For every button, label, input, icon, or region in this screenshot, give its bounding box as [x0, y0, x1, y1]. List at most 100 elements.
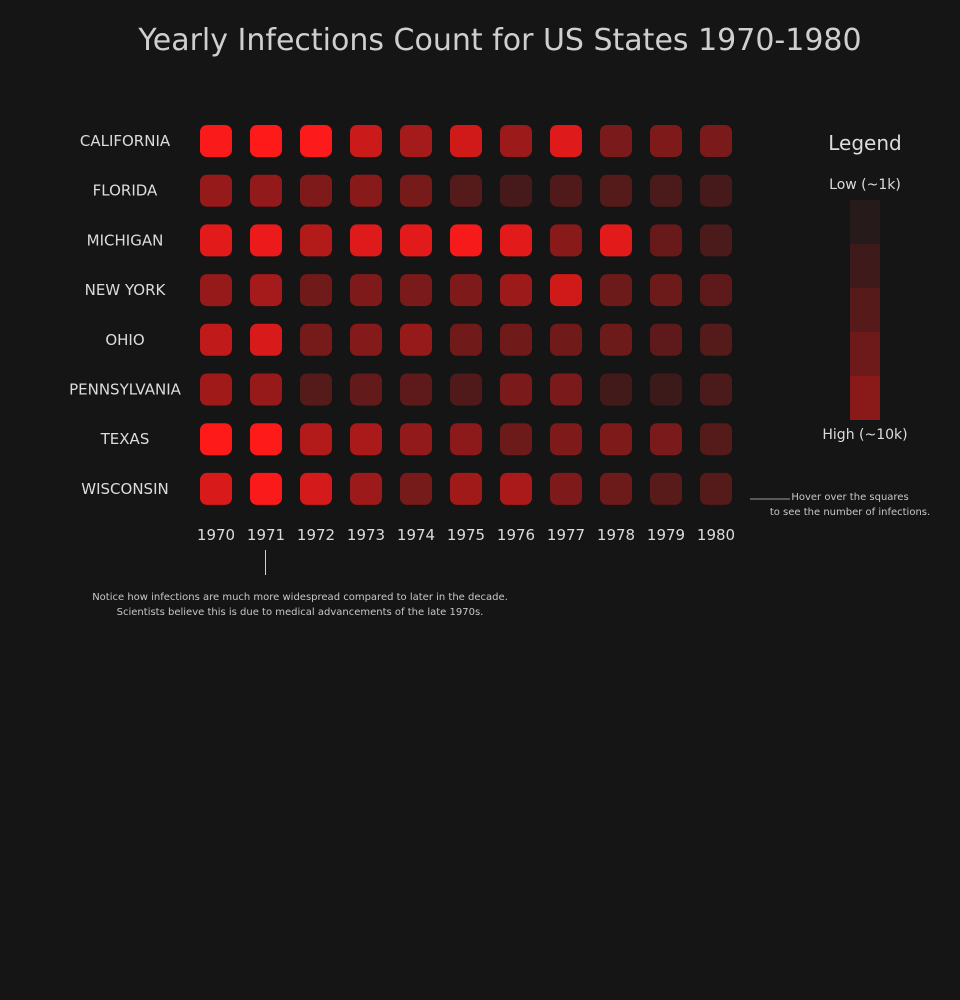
heatmap-cell[interactable]: WISCONSIN 1978: ~4k [600, 472, 632, 505]
heatmap-cell[interactable]: TEXAS 1972: ~7k [300, 423, 332, 456]
heatmap-cell[interactable]: FLORIDA 1970: ~6k [200, 174, 232, 207]
heatmap-cell[interactable]: NEW YORK 1979: ~4k [650, 274, 682, 307]
heatmap-cell[interactable]: MICHIGAN 1971: ~9k [250, 224, 282, 257]
heatmap-cell[interactable]: CALIFORNIA 1976: ~6k [500, 125, 532, 157]
heatmap-cell[interactable]: MICHIGAN 1972: ~7k [300, 224, 332, 257]
heatmap-cell[interactable]: FLORIDA 1971: ~5k [250, 174, 282, 207]
heatmap-cell[interactable]: PENNSYLVANIA 1977: ~4k [550, 373, 582, 406]
legend-low-label: Low (~1k) [829, 177, 901, 193]
heatmap-cell[interactable]: CALIFORNIA 1975: ~8k [450, 125, 482, 157]
legend-color-step [850, 244, 880, 288]
row-label: PENNSYLVANIA [69, 381, 182, 399]
heatmap-cell[interactable]: NEW YORK 1970: ~6k [200, 274, 232, 307]
heatmap-cell[interactable]: MICHIGAN 1976: ~9k [500, 224, 532, 257]
heatmap-cell[interactable]: TEXAS 1977: ~5k [550, 423, 582, 456]
heatmap-cell[interactable]: PENNSYLVANIA 1973: ~3k [350, 373, 382, 406]
heatmap-cell[interactable]: WISCONSIN 1979: ~3k [650, 472, 682, 505]
heatmap-cell[interactable]: MICHIGAN 1970: ~9k [200, 224, 232, 257]
heatmap-cell[interactable]: WISCONSIN 1974: ~4k [400, 472, 432, 505]
heatmap-cell[interactable]: NEW YORK 1975: ~5k [450, 274, 482, 307]
heatmap-cell[interactable]: OHIO 1978: ~4k [600, 323, 632, 356]
heatmap-cell[interactable]: FLORIDA 1980: ~2k [700, 174, 732, 207]
heatmap-cell[interactable]: OHIO 1977: ~4k [550, 323, 582, 356]
heatmap-cell[interactable]: PENNSYLVANIA 1976: ~4k [500, 373, 532, 406]
heatmap-cell[interactable]: OHIO 1980: ~3k [700, 323, 732, 356]
heatmap-cell[interactable]: TEXAS 1973: ~6k [350, 423, 382, 456]
heatmap-cell[interactable]: NEW YORK 1971: ~6k [250, 274, 282, 307]
heatmap-cell[interactable]: WISCONSIN 1970: ~8k [200, 472, 232, 505]
heatmap-cell[interactable]: PENNSYLVANIA 1971: ~6k [250, 373, 282, 406]
heatmap-cell[interactable]: NEW YORK 1974: ~4k [400, 274, 432, 307]
heatmap-cell[interactable]: FLORIDA 1973: ~5k [350, 174, 382, 207]
legend-color-step [850, 288, 880, 332]
column-label: 1976 [497, 526, 535, 544]
heatmap-cell[interactable]: TEXAS 1980: ~3k [700, 423, 732, 456]
heatmap-cell[interactable]: MICHIGAN 1975: ~10k [450, 224, 482, 257]
heatmap-cell[interactable]: WISCONSIN 1972: ~8k [300, 472, 332, 505]
heatmap-cell[interactable]: OHIO 1970: ~7k [200, 323, 232, 356]
heatmap-cell[interactable]: CALIFORNIA 1970: ~10k [200, 125, 232, 157]
heatmap-cell[interactable]: PENNSYLVANIA 1970: ~6k [200, 373, 232, 406]
heatmap-cell[interactable]: FLORIDA 1978: ~3k [600, 174, 632, 207]
heatmap-cell[interactable]: PENNSYLVANIA 1975: ~3k [450, 373, 482, 406]
heatmap-cell[interactable]: WISCONSIN 1980: ~3k [700, 472, 732, 505]
heatmap-cell[interactable]: FLORIDA 1977: ~3k [550, 174, 582, 207]
heatmap-cell[interactable]: CALIFORNIA 1972: ~10k [300, 125, 332, 157]
heatmap-cell[interactable]: PENNSYLVANIA 1974: ~3k [400, 373, 432, 406]
heatmap-cell[interactable]: OHIO 1976: ~4k [500, 323, 532, 356]
heatmap-cell[interactable]: OHIO 1972: ~4k [300, 323, 332, 356]
heatmap-cell[interactable]: CALIFORNIA 1978: ~4k [600, 125, 632, 157]
row-label: TEXAS [100, 430, 150, 448]
heatmap-cell[interactable]: CALIFORNIA 1973: ~8k [350, 125, 382, 157]
heatmap-cell[interactable]: PENNSYLVANIA 1979: ~2k [650, 373, 682, 406]
heatmap-cell[interactable]: CALIFORNIA 1977: ~9k [550, 125, 582, 157]
heatmap-cell[interactable]: PENNSYLVANIA 1980: ~2k [700, 373, 732, 406]
heatmap-cell[interactable]: MICHIGAN 1977: ~5k [550, 224, 582, 257]
heatmap-cell[interactable]: WISCONSIN 1976: ~6k [500, 472, 532, 505]
heatmap-cell[interactable]: FLORIDA 1972: ~5k [300, 174, 332, 207]
heatmap-cell[interactable]: WISCONSIN 1977: ~5k [550, 472, 582, 505]
heatmap-cell[interactable]: OHIO 1971: ~8k [250, 323, 282, 356]
heatmap-cell[interactable]: MICHIGAN 1978: ~9k [600, 224, 632, 257]
heatmap-cell[interactable]: NEW YORK 1977: ~8k [550, 274, 582, 307]
heatmap-cell[interactable]: TEXAS 1971: ~10k [250, 423, 282, 456]
legend: Legend Low (~1k) High (~10k) [822, 131, 907, 443]
heatmap-cell[interactable]: OHIO 1974: ~6k [400, 323, 432, 356]
row-label: MICHIGAN [87, 231, 164, 249]
heatmap-cell[interactable]: MICHIGAN 1980: ~2k [700, 224, 732, 257]
heatmap-cell[interactable]: FLORIDA 1979: ~2k [650, 174, 682, 207]
heatmap-cell[interactable]: WISCONSIN 1975: ~6k [450, 472, 482, 505]
heatmap-cell[interactable]: TEXAS 1974: ~5k [400, 423, 432, 456]
heatmap-cell[interactable]: CALIFORNIA 1974: ~6k [400, 125, 432, 157]
heatmap-cell[interactable]: PENNSYLVANIA 1978: ~2k [600, 373, 632, 406]
heatmap-cell[interactable]: TEXAS 1970: ~10k [200, 423, 232, 456]
heatmap-cell[interactable]: FLORIDA 1975: ~3k [450, 174, 482, 207]
row-label: OHIO [105, 331, 144, 349]
heatmap-cell[interactable]: MICHIGAN 1973: ~9k [350, 224, 382, 257]
heatmap-cell[interactable]: MICHIGAN 1979: ~4k [650, 224, 682, 257]
heatmap-cell[interactable]: OHIO 1975: ~4k [450, 323, 482, 356]
heatmap-cell[interactable]: NEW YORK 1973: ~5k [350, 274, 382, 307]
heatmap-cell[interactable]: OHIO 1973: ~5k [350, 323, 382, 356]
heatmap-cell[interactable]: TEXAS 1979: ~4k [650, 423, 682, 456]
heatmap-cell[interactable]: PENNSYLVANIA 1972: ~3k [300, 373, 332, 406]
heatmap-cell[interactable]: FLORIDA 1974: ~4k [400, 174, 432, 207]
heatmap-cell[interactable]: FLORIDA 1976: ~2k [500, 174, 532, 207]
heatmap-cell[interactable]: WISCONSIN 1971: ~10k [250, 472, 282, 505]
heatmap-cell[interactable]: CALIFORNIA 1980: ~4k [700, 125, 732, 157]
heatmap-cell[interactable]: CALIFORNIA 1971: ~10k [250, 125, 282, 157]
column-label: 1980 [697, 526, 735, 544]
heatmap-cell[interactable]: CALIFORNIA 1979: ~5k [650, 125, 682, 157]
hover-note-line-1: Hover over the squares [791, 492, 908, 503]
column-label: 1975 [447, 526, 485, 544]
heatmap-cell[interactable]: NEW YORK 1978: ~4k [600, 274, 632, 307]
heatmap-cell[interactable]: NEW YORK 1972: ~4k [300, 274, 332, 307]
heatmap-cell[interactable]: TEXAS 1975: ~5k [450, 423, 482, 456]
heatmap-cell[interactable]: TEXAS 1976: ~4k [500, 423, 532, 456]
heatmap-cell[interactable]: WISCONSIN 1973: ~6k [350, 472, 382, 505]
heatmap-cell[interactable]: NEW YORK 1980: ~3k [700, 274, 732, 307]
heatmap-cell[interactable]: NEW YORK 1976: ~6k [500, 274, 532, 307]
heatmap-cell[interactable]: TEXAS 1978: ~5k [600, 423, 632, 456]
heatmap-cell[interactable]: OHIO 1979: ~3k [650, 323, 682, 356]
heatmap-cell[interactable]: MICHIGAN 1974: ~9k [400, 224, 432, 257]
